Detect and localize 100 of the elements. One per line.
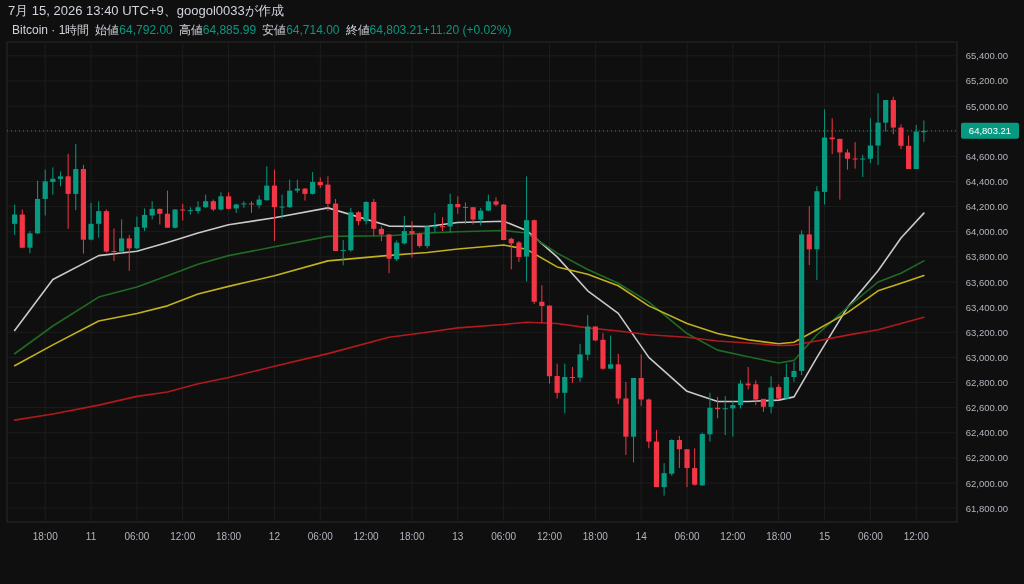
candlestick (562, 363, 568, 414)
candlestick (325, 175, 331, 212)
candlestick (432, 212, 438, 234)
candlestick (439, 216, 446, 232)
x-tick-label: 06:00 (674, 531, 700, 542)
candlestick (791, 361, 797, 383)
y-tick-label: 65,200.00 (965, 75, 1008, 87)
candlestick (42, 169, 48, 217)
candlestick (737, 379, 744, 409)
candlestick (608, 335, 614, 370)
text: 安値64,714.00 (262, 23, 340, 37)
candlestick (164, 190, 171, 229)
y-tick-label: 64,400.00 (965, 175, 1008, 187)
candlestick (149, 200, 155, 220)
y-tick-label: 63,800.00 (965, 251, 1008, 263)
chart-title: Bitcoin · 1時間 (12, 23, 90, 37)
y-tick-label: 63,000.00 (965, 351, 1008, 363)
candlestick (569, 366, 576, 384)
y-tick-label: 63,400.00 (965, 301, 1008, 313)
text: +11.20 (+0.02%) (422, 23, 512, 37)
candlestick (806, 205, 812, 266)
candlestick (722, 395, 728, 436)
y-tick-label: 63,200.00 (965, 326, 1008, 338)
x-tick-label: 06:00 (124, 531, 150, 542)
x-tick-label: 12:00 (170, 531, 196, 542)
candlestick (661, 462, 667, 497)
text: 高値64,885.99 (178, 23, 257, 37)
candlestick (493, 196, 499, 207)
x-tick-label: 12 (268, 531, 281, 542)
y-tick-label: 62,000.00 (965, 477, 1008, 489)
candlestick (753, 379, 759, 406)
candlestick (111, 227, 117, 262)
candlestick (134, 216, 140, 250)
candlestick (462, 201, 469, 225)
candlestick (12, 204, 18, 236)
candlestick (829, 117, 835, 155)
candlestick (302, 187, 308, 202)
x-tick-label: 06:00 (307, 531, 334, 542)
y-tick-label: 62,400.00 (965, 427, 1008, 439)
candlestick (447, 193, 453, 234)
line-series (13, 316, 925, 421)
candlestick (195, 200, 201, 215)
candlestick (271, 169, 278, 242)
text: 終値64,803.21 (344, 23, 424, 37)
candlestick (310, 171, 316, 196)
y-tick-label: 63,600.00 (965, 276, 1008, 288)
candlestick (638, 353, 644, 407)
candlestick (241, 200, 247, 209)
candlestick (844, 148, 851, 171)
x-tick-label: 13 (452, 531, 464, 542)
candlestick (692, 447, 698, 487)
candlestick (837, 138, 843, 201)
candlestick (554, 363, 560, 399)
x-tick-label: 12:00 (536, 531, 563, 542)
candlestick (340, 239, 346, 266)
ref-line-label: 64,803.21 (968, 125, 1012, 137)
y-tick-label: 62,800.00 (965, 377, 1008, 389)
candlestick (424, 224, 430, 249)
candlestick (279, 194, 285, 219)
candlestick (401, 215, 407, 245)
x-tick-label: 12:00 (720, 531, 746, 542)
candlestick (218, 191, 224, 211)
candlestick (676, 435, 682, 469)
y-tick-label: 64,600.00 (965, 150, 1008, 162)
candlestick (860, 154, 866, 178)
x-tick-label: 18:00 (32, 531, 59, 542)
x-tick-label: 18:00 (582, 531, 609, 542)
y-tick-label: 64,000.00 (965, 226, 1008, 238)
y-tick-label: 61,800.00 (965, 502, 1008, 514)
candlestick (248, 200, 255, 214)
candlestick (394, 239, 400, 262)
y-tick-label: 64,200.00 (965, 201, 1008, 213)
candlestick (898, 123, 904, 150)
y-tick-label: 65,000.00 (965, 100, 1008, 112)
x-tick-label: 12:00 (353, 531, 380, 542)
candlestick (783, 363, 789, 399)
candlestick (852, 141, 858, 170)
y-tick-label: 65,400.00 (965, 50, 1008, 62)
candlestick (363, 200, 369, 225)
x-tick-label: 06:00 (491, 531, 517, 542)
x-tick-label: 18:00 (399, 531, 425, 542)
candlestick (27, 230, 33, 254)
candlestick (141, 207, 148, 232)
x-tick-label: 15 (819, 531, 831, 542)
candlestick (409, 220, 415, 259)
x-tick-label: 14 (635, 531, 648, 542)
text: 7月 15, 2026 13:40 UTC+9、googol0033が作成 (8, 3, 284, 18)
y-tick-label: 62,200.00 (965, 452, 1008, 464)
candlestick (875, 92, 881, 166)
text: 始値64,792.00 (95, 23, 174, 37)
x-tick-label: 12:00 (903, 531, 930, 542)
candlestick (287, 179, 293, 209)
x-tick-label: 18:00 (766, 531, 792, 542)
candlestick (516, 240, 522, 263)
line-series (13, 207, 925, 403)
candlestick (539, 284, 545, 324)
candlestick (126, 234, 132, 272)
x-tick-label: 11 (85, 531, 97, 542)
candlestick (119, 218, 125, 254)
x-tick-label: 18:00 (216, 531, 242, 542)
